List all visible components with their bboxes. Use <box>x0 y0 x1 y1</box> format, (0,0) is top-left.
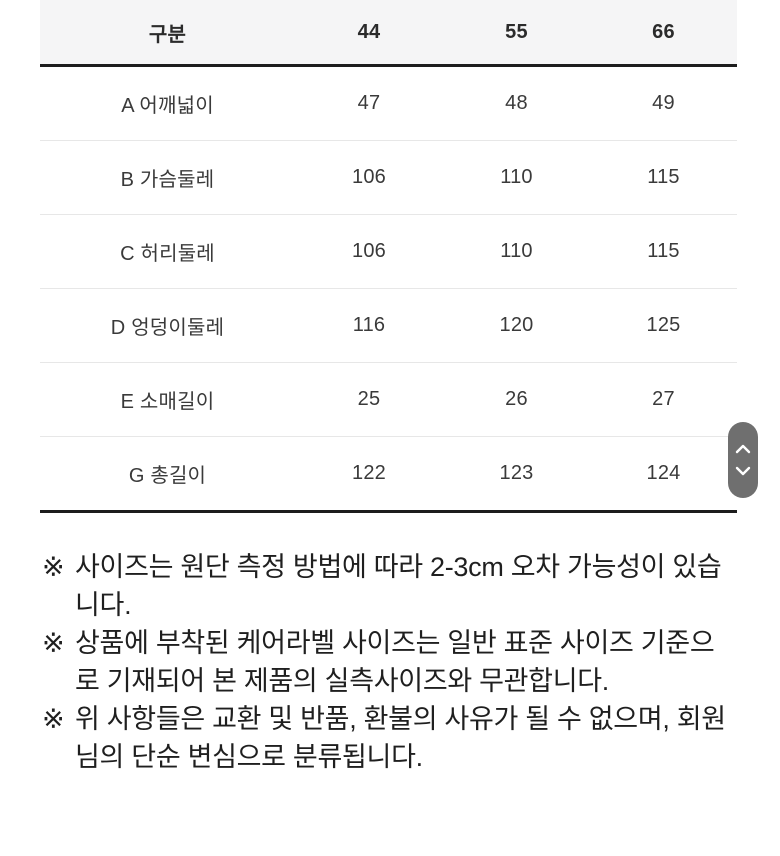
row-value: 48 <box>505 92 528 114</box>
chevron-up-icon <box>735 444 751 454</box>
row-label: D 엉덩이둘레 <box>110 317 225 339</box>
row-value: 47 <box>357 92 381 114</box>
header-cell-size-66: 66 <box>652 20 675 43</box>
note-item: ※ 사이즈는 원단 측정 방법에 따라 2-3cm 오차 가능성이 있습니다. <box>42 548 732 624</box>
note-marker: ※ <box>42 628 65 658</box>
header-cell-category: 구분 <box>148 23 187 46</box>
row-label: G 총길이 <box>128 465 207 487</box>
row-value: 26 <box>505 388 528 410</box>
row-value: 122 <box>352 462 386 484</box>
row-value: 27 <box>652 388 675 410</box>
row-value: 124 <box>646 462 681 484</box>
row-label: B 가슴둘레 <box>120 169 215 191</box>
table-row: C 허리둘레 106 110 115 <box>40 215 737 289</box>
row-value: 125 <box>646 314 681 336</box>
note-text: 위 사항들은 교환 및 반품, 환불의 사유가 될 수 없으며, 회원님의 단순… <box>75 704 726 772</box>
row-value: 106 <box>352 240 386 262</box>
note-item: ※ 상품에 부착된 케어라벨 사이즈는 일반 표준 사이즈 기준으로 기재되어 … <box>42 624 732 700</box>
row-value: 25 <box>357 388 381 410</box>
header-cell-size-55: 55 <box>505 20 528 43</box>
note-item: ※ 위 사항들은 교환 및 반품, 환불의 사유가 될 수 없으며, 회원님의 … <box>42 700 732 776</box>
note-marker: ※ <box>42 704 65 734</box>
row-value: 115 <box>647 240 680 262</box>
row-label: C 허리둘레 <box>120 243 215 265</box>
table-row: E 소매길이 25 26 27 <box>40 363 737 437</box>
row-value: 123 <box>499 462 534 484</box>
row-label: A 어깨넓이 <box>121 95 214 117</box>
row-value: 106 <box>352 166 386 188</box>
row-label: E 소매길이 <box>120 391 215 413</box>
note-marker: ※ <box>42 552 65 582</box>
scroll-down-button[interactable] <box>733 465 753 477</box>
table-row: B 가슴둘레 106 110 115 <box>40 141 737 215</box>
note-text: 사이즈는 원단 측정 방법에 따라 2-3cm 오차 가능성이 있습니다. <box>75 552 722 620</box>
table-row: D 엉덩이둘레 116 120 125 <box>40 289 737 363</box>
size-chart-table: 구분 44 55 66 A 어깨넓이 47 48 49 B 가슴둘레 106 1… <box>40 0 737 513</box>
note-text: 상품에 부착된 케어라벨 사이즈는 일반 표준 사이즈 기준으로 기재되어 본 … <box>75 628 715 696</box>
header-cell-size-44: 44 <box>357 20 381 43</box>
disclaimer-notes: ※ 사이즈는 원단 측정 방법에 따라 2-3cm 오차 가능성이 있습니다. … <box>42 548 732 776</box>
row-value: 116 <box>352 314 386 336</box>
row-value: 110 <box>500 240 533 262</box>
row-value: 49 <box>652 92 675 114</box>
row-value: 115 <box>647 166 680 188</box>
chevron-down-icon <box>735 466 751 476</box>
row-value: 120 <box>499 314 534 336</box>
table-row: G 총길이 122 123 124 <box>40 437 737 510</box>
table-row: A 어깨넓이 47 48 49 <box>40 67 737 141</box>
row-value: 110 <box>500 166 533 188</box>
scroll-up-button[interactable] <box>733 443 753 455</box>
scroll-pill[interactable] <box>728 422 758 498</box>
table-header-row: 구분 44 55 66 <box>40 0 737 67</box>
